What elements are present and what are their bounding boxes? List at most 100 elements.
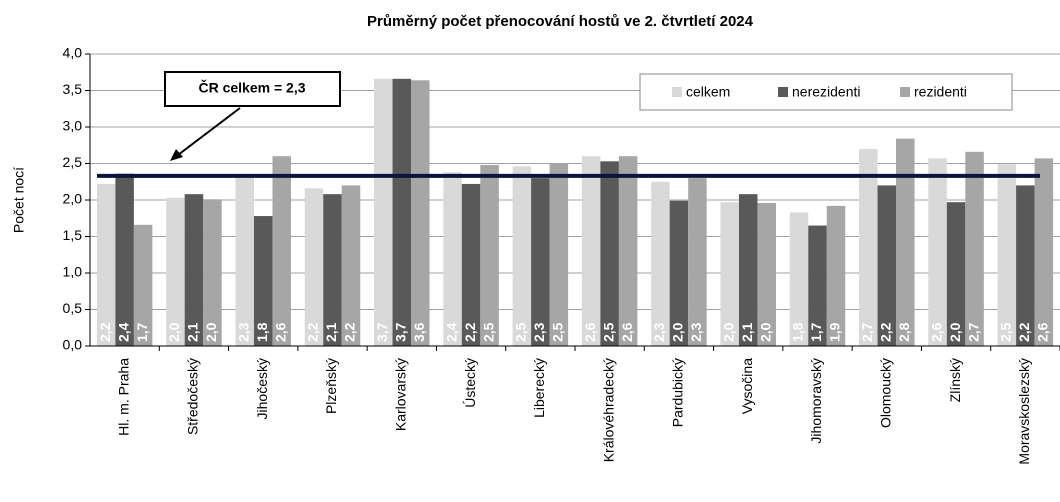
- bar: [997, 164, 1017, 346]
- y-tick-label: 0,5: [63, 300, 83, 316]
- value-label: 2,8: [896, 322, 912, 342]
- bar: [461, 183, 481, 346]
- value-label: 2,3: [651, 322, 667, 342]
- x-tick-label: Karlovarský: [392, 358, 408, 431]
- bar: [859, 148, 878, 346]
- value-label: 2,0: [203, 322, 219, 342]
- value-label: 2,0: [757, 322, 773, 342]
- x-tick-label: Hl. m. Praha: [115, 358, 131, 436]
- x-tick-label: Jihomoravský: [808, 358, 824, 444]
- bar: [808, 225, 827, 346]
- bar: [443, 172, 462, 346]
- bar: [531, 178, 550, 346]
- value-label: 2,0: [670, 322, 686, 342]
- value-label: 2,5: [513, 322, 529, 342]
- x-tick-label: Středočeský: [185, 358, 201, 435]
- y-tick-label: 1,5: [63, 227, 83, 243]
- bar: [1016, 185, 1035, 346]
- bar: [272, 156, 291, 346]
- bar: [720, 202, 739, 346]
- value-label: 2,6: [582, 322, 598, 342]
- value-label: 2,6: [1035, 322, 1051, 342]
- y-axis-label: Počet nocí: [11, 167, 27, 233]
- arrow-head: [170, 149, 183, 161]
- bar: [618, 156, 638, 346]
- y-tick-label: 2,5: [63, 154, 83, 170]
- annotation: ČR celkem = 2,3: [198, 79, 305, 96]
- y-tick-label: 1,0: [63, 264, 83, 280]
- value-label: 2,6: [928, 322, 944, 342]
- value-label: 2,6: [272, 322, 288, 342]
- value-label: 1,8: [254, 322, 270, 342]
- value-label: 2,6: [619, 322, 635, 342]
- value-label: 2,0: [947, 322, 963, 342]
- bar: [600, 161, 619, 346]
- x-tick-label: Pardubický: [670, 358, 686, 427]
- value-label: 2,5: [998, 322, 1014, 342]
- legend-label: rezidenti: [914, 84, 967, 100]
- value-label: 3,6: [411, 322, 427, 342]
- x-tick-label: Ústecký: [462, 358, 478, 408]
- bar: [235, 176, 254, 346]
- bar: [184, 194, 204, 346]
- value-label: 2,3: [688, 322, 704, 342]
- x-tick-label: Moravskoslezský: [1016, 358, 1032, 465]
- bar: [304, 188, 324, 346]
- legend-box: [639, 73, 1013, 111]
- value-label: 2,3: [531, 322, 547, 342]
- value-label: 2,0: [720, 322, 736, 342]
- bar: [374, 78, 393, 346]
- value-label: 2,4: [443, 322, 459, 342]
- value-label: 2,1: [323, 322, 339, 342]
- bar: [96, 183, 116, 346]
- value-label: 2,2: [305, 322, 321, 342]
- bar: [789, 212, 809, 346]
- y-tick-label: 0,0: [63, 337, 83, 353]
- bar: [253, 216, 273, 346]
- bar: [757, 202, 776, 346]
- y-tick-label: 2,0: [63, 191, 83, 207]
- value-label: 2,5: [600, 322, 616, 342]
- bar: [965, 151, 984, 346]
- bar: [512, 166, 532, 346]
- x-tick-label: Olomoucký: [877, 358, 893, 428]
- bar: [115, 173, 134, 346]
- bar: [928, 158, 947, 346]
- x-tick-label: Královéhradecký: [600, 358, 616, 462]
- value-label: 3,7: [392, 322, 408, 342]
- value-label: 2,1: [739, 322, 755, 342]
- bar: [203, 199, 222, 346]
- chart-title: Průměrný počet přenocování hostů ve 2. č…: [367, 13, 754, 30]
- x-tick-label: Liberecký: [531, 358, 547, 418]
- y-tick-label: 4,0: [63, 45, 83, 61]
- bar: [651, 181, 670, 346]
- legend-swatch: [672, 87, 682, 97]
- bar: [549, 163, 569, 346]
- value-label: 3,7: [374, 322, 390, 342]
- value-label: 2,2: [342, 322, 358, 342]
- value-label: 2,0: [166, 322, 182, 342]
- value-label: 2,2: [462, 322, 478, 342]
- bar: [323, 194, 342, 346]
- value-label: 2,1: [185, 322, 201, 342]
- value-label: 2,2: [97, 322, 113, 342]
- bar: [826, 205, 846, 346]
- bar: [480, 164, 499, 346]
- x-tick-label: Zlínský: [947, 358, 963, 402]
- value-label: 2,4: [115, 322, 131, 342]
- value-label: 1,9: [827, 322, 843, 342]
- value-label: 2,3: [235, 322, 251, 342]
- value-label: 2,5: [480, 322, 496, 342]
- bar: [411, 80, 430, 346]
- bar: [133, 224, 153, 346]
- bar: [877, 185, 897, 346]
- bar: [166, 197, 185, 346]
- bar: [581, 156, 601, 346]
- y-tick-label: 3,5: [63, 81, 83, 97]
- legend-swatch: [900, 87, 910, 97]
- x-tick-label: Plzeňský: [323, 358, 339, 414]
- annotation-arrow: [173, 107, 241, 159]
- legend-label: celkem: [686, 84, 730, 100]
- bar: [341, 185, 361, 346]
